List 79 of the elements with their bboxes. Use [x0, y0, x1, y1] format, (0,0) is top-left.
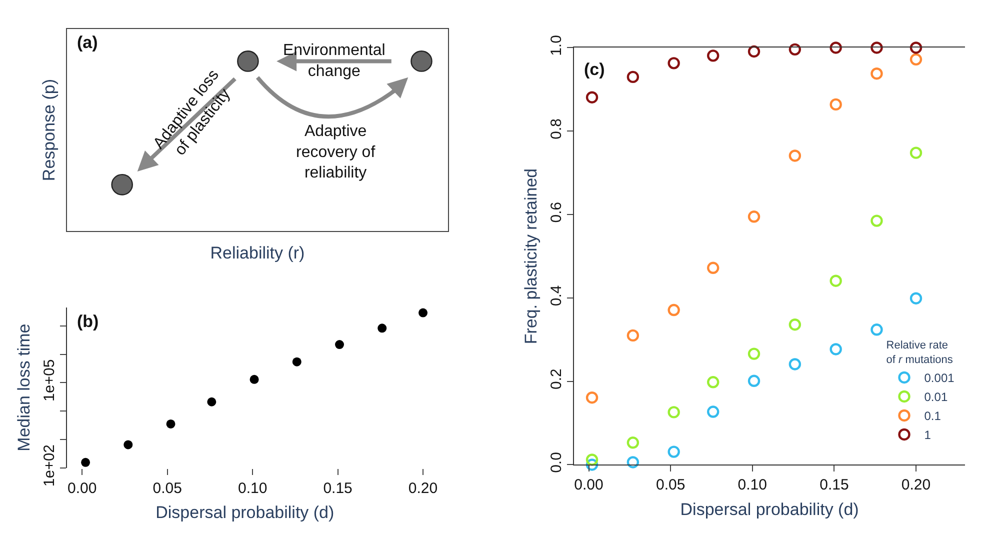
point — [626, 329, 640, 342]
point — [910, 292, 922, 304]
text: (c) — [584, 60, 605, 79]
point — [668, 304, 680, 316]
point — [586, 391, 598, 404]
point — [668, 57, 680, 70]
point — [668, 446, 680, 458]
y-tick-label: 0.0 — [548, 452, 566, 473]
x-tick-label: 0.00 — [68, 480, 97, 497]
point — [748, 374, 760, 388]
x-tick-label: 0.20 — [408, 480, 438, 497]
legend-title: Relative rate of r mutations — [886, 340, 954, 366]
point — [668, 406, 680, 418]
point — [830, 343, 842, 356]
point — [626, 436, 640, 449]
point — [378, 324, 387, 333]
x-tick-label: 0.00 — [574, 476, 604, 494]
point — [748, 348, 760, 360]
x-axis-title: Dispersal probability (d) — [680, 500, 859, 520]
point — [418, 308, 428, 318]
point — [788, 43, 802, 56]
x-axis-title: Dispersal probability (d) — [156, 503, 334, 522]
point — [166, 419, 176, 428]
point — [910, 53, 922, 66]
x-tick-label: 0.10 — [238, 480, 268, 497]
point — [250, 374, 259, 384]
point — [207, 397, 216, 406]
legend-label: 1 — [924, 428, 932, 442]
point — [910, 146, 922, 159]
legend-label: 0.001 — [924, 371, 955, 386]
point — [707, 262, 720, 274]
point — [707, 406, 720, 418]
y-tick-label: 1.0 — [548, 35, 566, 56]
x-tick-label: 0.15 — [323, 480, 352, 497]
y-tick-label: 1e+05 — [40, 359, 58, 402]
point — [830, 98, 842, 111]
y-tick-label: 0.2 — [548, 368, 566, 390]
point — [870, 324, 883, 336]
point — [748, 45, 760, 58]
point — [586, 458, 598, 471]
x-tick-label: 0.05 — [152, 480, 182, 497]
point — [626, 70, 640, 84]
point — [870, 42, 883, 54]
point — [626, 456, 640, 468]
point — [830, 274, 842, 287]
legend-label: 0.01 — [924, 390, 948, 404]
y-tick-label: 0.4 — [548, 285, 566, 306]
x-tick-label: 0.20 — [901, 476, 931, 494]
y-tick-label: 1e+02 — [40, 444, 58, 487]
point — [707, 376, 720, 388]
legend-label: 0.1 — [924, 409, 942, 424]
point — [910, 42, 922, 54]
x-tick-label: 0.10 — [738, 476, 767, 494]
point — [748, 210, 760, 223]
point — [788, 318, 802, 331]
point — [124, 440, 133, 450]
point — [707, 50, 720, 62]
text: Reliability (r) — [210, 244, 305, 263]
x-tick-label: 0.05 — [656, 476, 686, 494]
text: Environmental change — [283, 42, 386, 80]
point — [292, 357, 302, 366]
y-axis-title: Freq. plasticity retained — [522, 168, 541, 344]
x-tick-label: 0.15 — [820, 476, 849, 494]
point — [335, 340, 344, 350]
y-tick-label: 0.6 — [548, 202, 566, 223]
y-axis-title: Median loss time — [14, 324, 34, 452]
chart-title: (b) — [77, 312, 99, 331]
text: Adaptive recovery of reliability — [296, 123, 376, 182]
point — [788, 358, 802, 370]
point — [788, 150, 802, 162]
point — [870, 214, 883, 227]
text: Response (p) — [39, 78, 58, 182]
point — [586, 91, 598, 104]
point — [81, 458, 90, 467]
point — [586, 454, 598, 466]
point — [830, 42, 842, 54]
text: (a) — [77, 33, 98, 52]
point — [870, 68, 883, 80]
y-tick-label: 0.8 — [548, 118, 566, 140]
